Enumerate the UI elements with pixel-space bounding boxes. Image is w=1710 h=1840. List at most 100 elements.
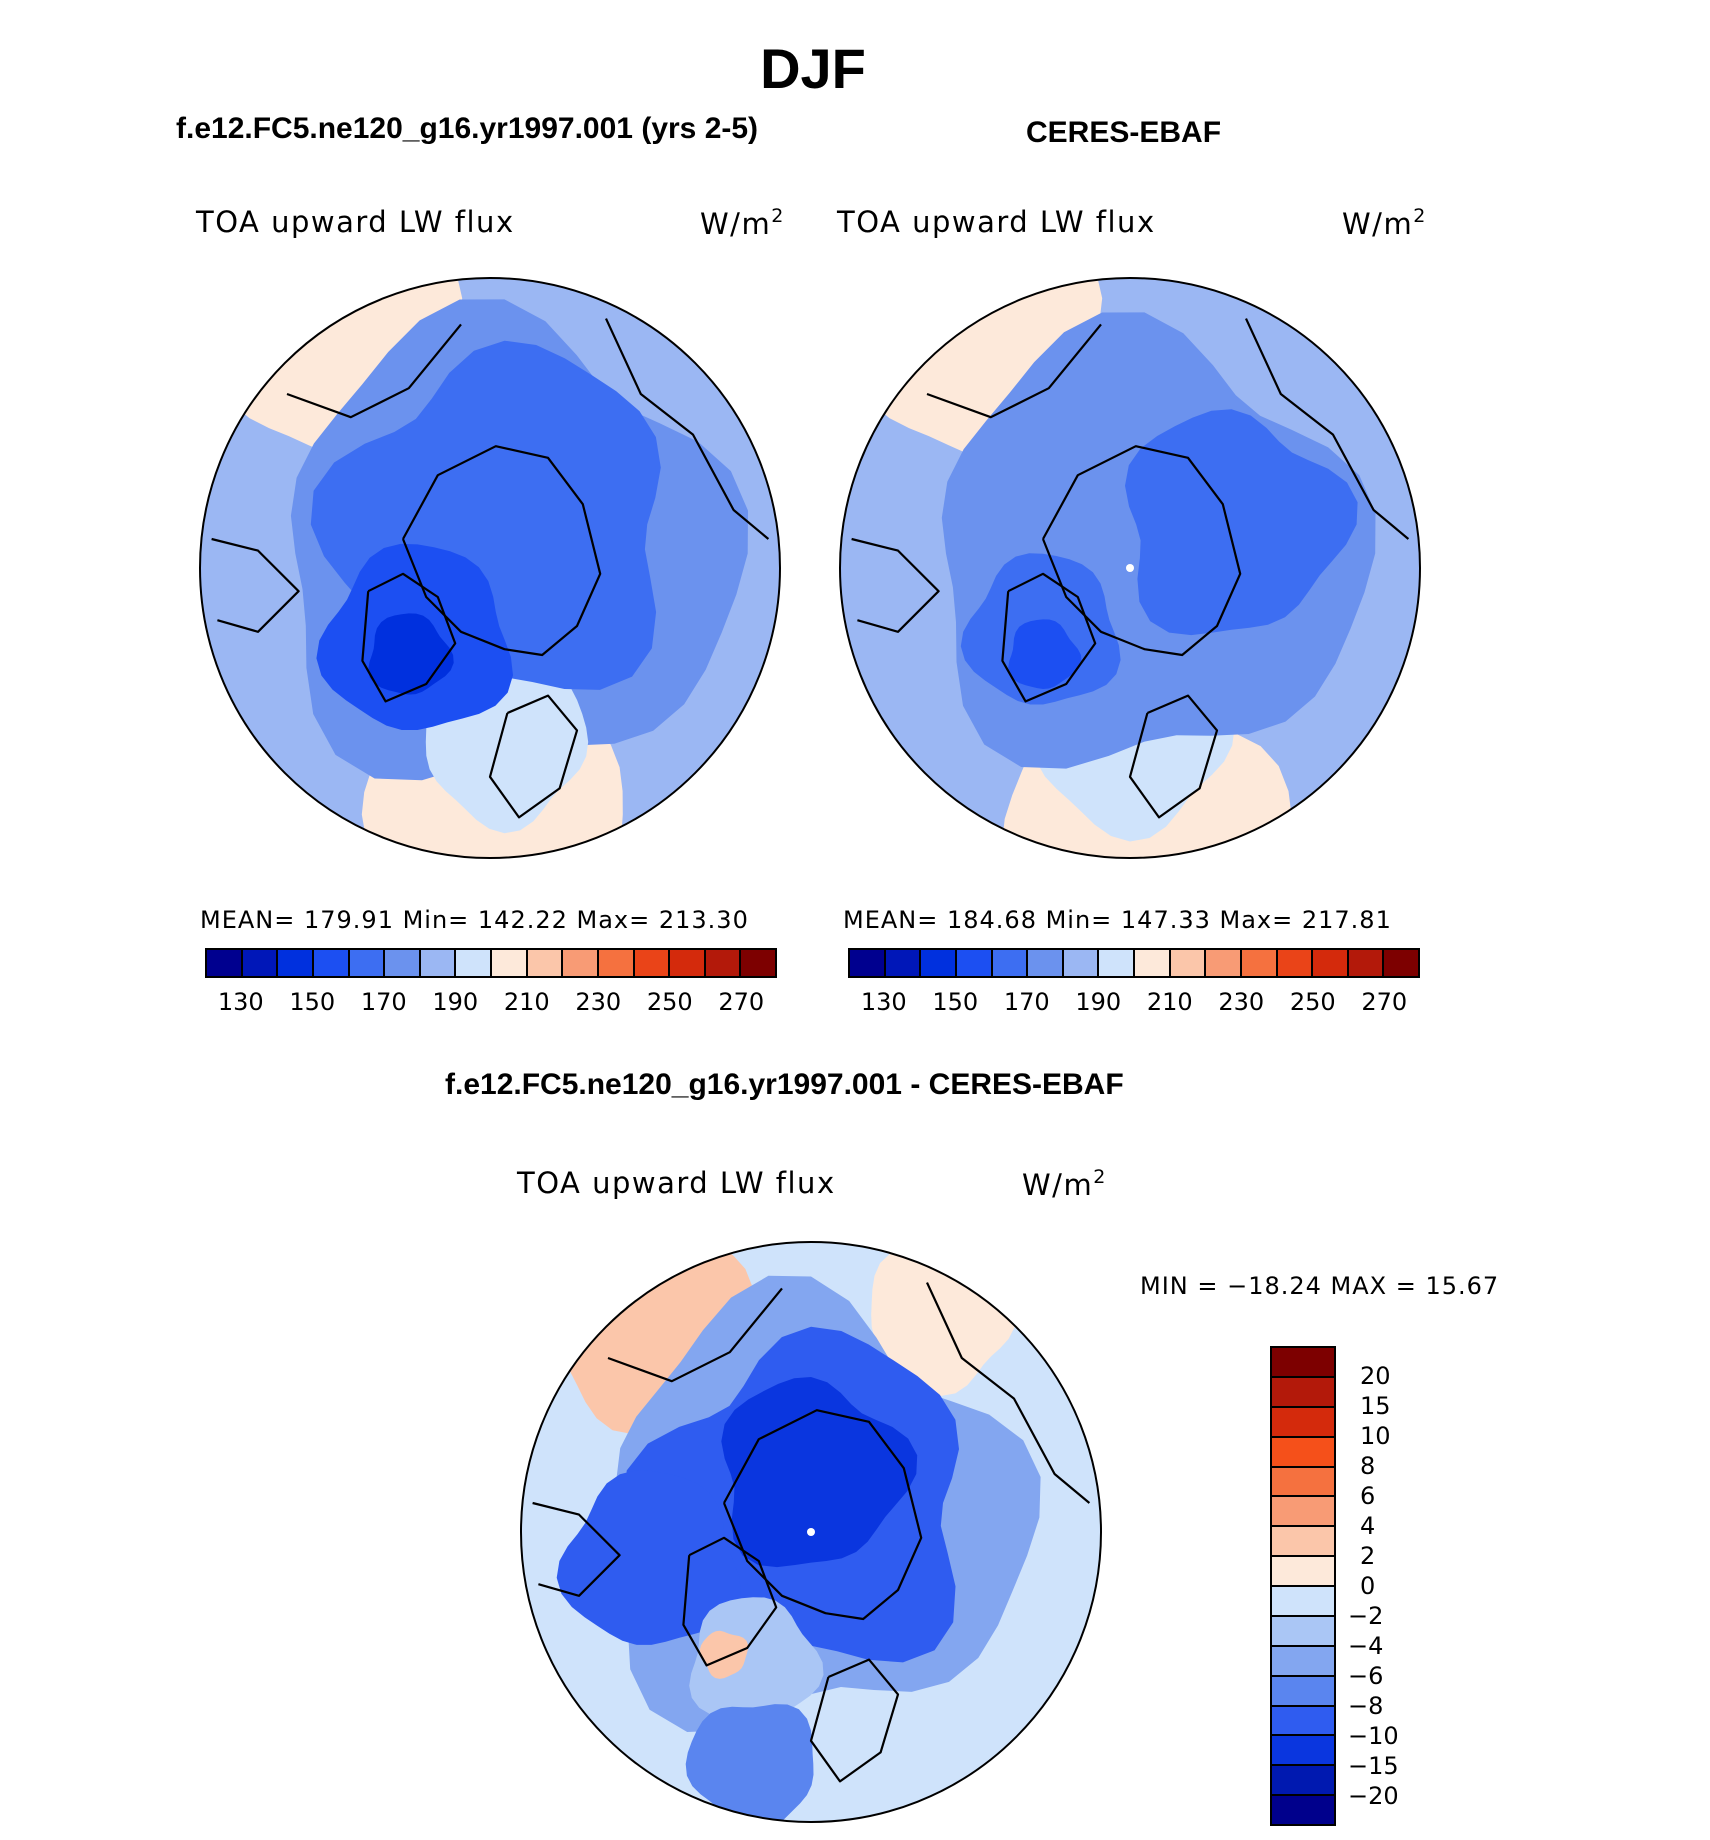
colorbar-cell <box>1272 1766 1334 1797</box>
colorbar-cell <box>1241 950 1278 976</box>
colorbar-cell <box>1272 1437 1334 1468</box>
variable-label-obs: TOA upward LW flux <box>837 205 1156 239</box>
colorbar-tick-label: −10 <box>1348 1722 1399 1750</box>
colorbar-tick-label: 250 <box>1289 988 1336 1016</box>
contour-fill <box>556 1470 741 1645</box>
colorbar-tick-label: 170 <box>1003 988 1050 1016</box>
colorbar-cell <box>1272 1616 1334 1647</box>
colorbar-cell <box>242 950 279 976</box>
units-label-model: W/m2 <box>700 205 785 241</box>
colorbar-cell <box>1272 1557 1334 1587</box>
colorbar-cell <box>1272 1497 1334 1528</box>
colorbar-cell <box>1170 950 1207 976</box>
colorbar-ticks-model: 130 150 170 190 210 230 250 270 <box>205 988 777 1018</box>
colorbar-cell <box>885 950 922 976</box>
colorbar-cell <box>992 950 1029 976</box>
contour-fill <box>689 1597 824 1725</box>
colorbar-tick-label: 150 <box>289 988 336 1016</box>
coastline <box>1245 318 1410 540</box>
coastline <box>1001 572 1097 703</box>
colorbar-cell <box>1313 950 1349 976</box>
coastline <box>211 537 300 633</box>
colorbar-tick-label: −2 <box>1348 1602 1384 1630</box>
colorbar-cell <box>385 950 421 976</box>
colorbar-tick-label: 230 <box>1218 988 1265 1016</box>
coastline <box>682 1536 778 1667</box>
colorbar-cell <box>670 950 706 976</box>
colorbar-cell <box>278 950 314 976</box>
polar-map-diff <box>520 1241 1102 1823</box>
coastline <box>401 445 602 657</box>
colorbar-cell <box>1272 1348 1334 1378</box>
colorbar-tick-label: −6 <box>1348 1662 1384 1690</box>
colorbar-tick-label: 270 <box>718 988 765 1016</box>
north-pole-marker <box>807 1528 815 1536</box>
colorbar-cell <box>1063 950 1100 976</box>
colorbar-tick-label: −15 <box>1348 1752 1399 1780</box>
colorbar-tick-label: 130 <box>860 988 907 1016</box>
coastline <box>607 1287 783 1383</box>
colorbar-tick-label: 10 <box>1360 1422 1391 1450</box>
contour-fill <box>685 1704 814 1822</box>
map-boundary <box>199 277 781 859</box>
colorbar-cell <box>1277 950 1314 976</box>
north-pole-marker <box>1126 564 1134 572</box>
colorbar-cell <box>850 950 886 976</box>
colorbar-cell <box>956 950 993 976</box>
panel-title-diff: f.e12.FC5.ne120_g16.yr1997.001 - CERES-E… <box>445 1068 1124 1101</box>
contour-field <box>521 1242 1101 1822</box>
colorbar-cell <box>563 950 599 976</box>
colorbar-cell <box>1272 1646 1334 1677</box>
contour-fill <box>721 1377 918 1568</box>
colorbar-cell <box>420 950 457 976</box>
colorbar-cell <box>1272 1377 1334 1408</box>
colorbar-cell <box>1272 1736 1334 1767</box>
colorbar-cell <box>349 950 386 976</box>
colorbar-cell <box>1272 1796 1334 1824</box>
contour-field <box>200 278 780 858</box>
colorbar-tick-label: 2 <box>1360 1542 1376 1570</box>
colorbar-tick-label: −8 <box>1348 1692 1384 1720</box>
colorbar-tick-label: 8 <box>1360 1452 1376 1480</box>
colorbar-tick-label: −4 <box>1348 1632 1384 1660</box>
colorbar-cell <box>313 950 350 976</box>
polar-map-obs <box>839 277 1421 859</box>
contour-fill <box>1125 409 1358 636</box>
colorbar-tick-label: 170 <box>360 988 407 1016</box>
colorbar-tick-label: 250 <box>646 988 693 1016</box>
colorbar-tick-label: 0 <box>1360 1572 1376 1600</box>
units-label-obs: W/m2 <box>1342 205 1427 241</box>
coastline <box>926 323 1102 419</box>
polar-map-model <box>199 277 781 859</box>
colorbar-tick-label: 210 <box>503 988 550 1016</box>
coastline <box>488 694 579 819</box>
stats-diff: MIN = −18.24 MAX = 15.67 <box>1140 1272 1500 1300</box>
variable-label-model: TOA upward LW flux <box>196 205 515 239</box>
colorbar-cell <box>492 950 528 976</box>
colorbar-ticks-diff: 20 15 10 8 6 4 2 0 −2 −4 −6 −8 −10 −15 −20 <box>1348 1346 1428 1826</box>
colorbar-tick-label: −20 <box>1348 1782 1399 1810</box>
coastline <box>286 323 462 419</box>
contour-fill <box>1008 619 1082 689</box>
coastline <box>722 1409 923 1621</box>
units-label-diff: W/m2 <box>1022 1166 1107 1202</box>
coastline <box>851 537 940 633</box>
colorbar-cell <box>456 950 492 976</box>
colorbar-cell <box>1206 950 1242 976</box>
colorbar-obs <box>848 948 1420 978</box>
colorbar-tick-label: 6 <box>1360 1482 1376 1510</box>
colorbar-tick-label: 4 <box>1360 1512 1376 1540</box>
colorbar-cell <box>1099 950 1135 976</box>
colorbar-tick-label: 20 <box>1360 1362 1391 1390</box>
colorbar-tick-label: 230 <box>575 988 622 1016</box>
colorbar-tick-label: 190 <box>432 988 479 1016</box>
map-boundary <box>520 1241 1102 1823</box>
colorbar-diff <box>1270 1346 1336 1826</box>
panel-title-obs: CERES-EBAF <box>1026 116 1222 149</box>
colorbar-model <box>205 948 777 978</box>
colorbar-cell <box>1028 950 1064 976</box>
colorbar-cell <box>1348 950 1385 976</box>
colorbar-tick-label: 130 <box>217 988 264 1016</box>
colorbar-cell <box>1384 950 1418 976</box>
panel-title-model: f.e12.FC5.ne120_g16.yr1997.001 (yrs 2-5) <box>176 112 759 145</box>
